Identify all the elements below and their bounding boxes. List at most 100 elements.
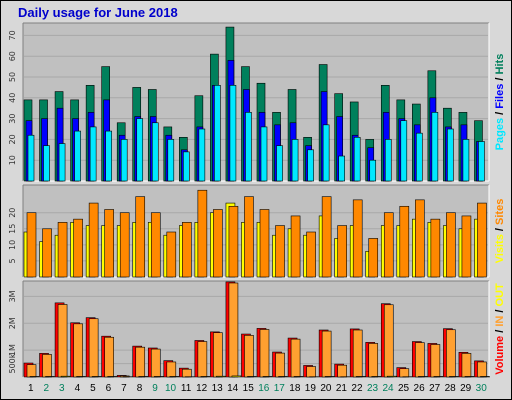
bar-in-day-16 [259,329,270,378]
side-label-part: Files [494,84,506,109]
side-label-part: Hits [494,54,506,75]
bar-pages-day-30 [478,141,485,182]
bar-in-day-12 [197,341,208,378]
y-tick-label: 30 [8,114,17,124]
series-pages [27,85,485,182]
bar-pages-day-4 [74,130,81,182]
bar-out-day-6 [107,376,117,378]
bar-in-day-18 [290,338,301,378]
bar-pages-day-17 [276,145,283,182]
bar-pages-day-13 [214,85,221,182]
y-tick-label: 500k [8,353,17,373]
bar-in-day-14 [228,282,239,378]
bar-out-day-14 [231,375,242,378]
bar-out-day-18 [293,376,304,378]
y-tick-label: 20 [8,208,17,218]
bar-in-day-2 [42,354,52,378]
bar-in-day-27 [430,344,441,378]
bar-out-day-29 [464,376,475,378]
bar-sites-day-13 [213,209,223,278]
bar-pages-day-20 [322,124,330,182]
bar-pages-day-19 [307,149,314,182]
bar-out-day-1 [29,376,40,378]
bar-out-day-17 [278,376,288,378]
x-axis-day-labels: 1 2 3 4 5 6 7 8 9 10 11 12 13 14 15 16 17 18 19 20 21 22 23 24 2… [28,383,487,394]
side-label-3: Volume / IN / OUT [494,283,506,375]
bar-in-day-21 [337,364,347,378]
bar-pages-day-27 [431,112,439,182]
bar-pages-day-23 [369,159,377,182]
bar-out-day-22 [355,376,366,378]
bar-sites-day-15 [244,196,254,278]
bar-in-day-17 [275,352,285,378]
bar-pages-day-14 [229,85,237,182]
bar-out-day-2 [45,376,55,378]
bar-out-day-24 [386,375,397,378]
bar-pages-day-28 [447,128,454,182]
bar-pages-day-6 [105,130,112,182]
bar-sites-day-12 [197,189,208,278]
side-label-part: Sites [494,199,506,225]
x-tick-label: 26 [414,383,426,394]
x-tick-label: 2 [44,383,50,394]
y-tick-label: 20 [8,134,17,144]
bar-sites-day-4 [73,218,83,278]
bar-sites-day-30 [477,202,487,278]
bar-sites-day-8 [135,196,146,278]
bar-sites-day-16 [259,209,270,278]
bar-pages-day-10 [167,139,175,182]
bar-sites-day-6 [104,209,114,278]
y-tick-label: 50 [8,72,17,82]
side-label-part: IN [494,316,506,327]
bar-sites-day-18 [290,215,301,278]
bar-in-day-13 [213,332,223,378]
bar-in-day-10 [166,361,177,378]
x-tick-label: 17 [274,383,286,394]
x-tick-label: 20 [320,383,332,394]
bar-pages-day-3 [58,143,66,182]
y-tick-label: 10 [8,155,17,165]
x-tick-label: 4 [75,383,81,394]
bar-out-day-30 [480,376,490,378]
x-tick-label: 5 [90,383,96,394]
x-tick-label: 19 [305,383,317,394]
bar-pages-day-22 [353,137,361,182]
chart-title: Daily usage for June 2018 [18,5,178,20]
bar-in-day-26 [415,342,425,378]
y-tick-label: 60 [8,51,17,61]
side-label-part: Pages [494,118,506,150]
bar-out-day-15 [247,376,257,378]
side-label-1: Pages / Files / Hits [494,54,506,151]
bar-sites-day-11 [182,222,192,278]
bar-pages-day-24 [384,139,392,182]
x-tick-label: 27 [429,383,441,394]
bar-in-day-29 [461,353,472,378]
panel-background [23,185,489,277]
bar-pages-day-15 [245,112,252,182]
x-tick-label: 3 [59,383,65,394]
y-tick-label: 1M [8,344,17,356]
bar-sites-day-9 [150,212,161,278]
bar-in-day-22 [352,329,363,378]
bar-out-day-3 [60,375,71,378]
side-label-2: Visits / Sites [494,199,506,264]
x-tick-label: 15 [243,383,255,394]
x-tick-label: 22 [351,383,363,394]
bar-sites-day-22 [352,199,363,278]
x-tick-label: 14 [227,383,239,394]
side-label-part: / [494,306,506,315]
panel-1: 10 20 30 40 50 60 70 [8,22,490,182]
bar-out-day-28 [449,376,459,378]
side-label-part: / [494,109,506,118]
x-tick-label: 10 [165,383,177,394]
bar-pages-day-7 [120,139,128,182]
bar-out-day-23 [371,376,382,378]
bar-pages-day-9 [151,122,159,182]
side-label-part: / [494,225,506,234]
bar-sites-day-29 [461,215,472,278]
y-tick-label: 3M [8,290,17,302]
bar-in-day-11 [182,368,192,378]
side-label-part: Volume [494,336,506,375]
